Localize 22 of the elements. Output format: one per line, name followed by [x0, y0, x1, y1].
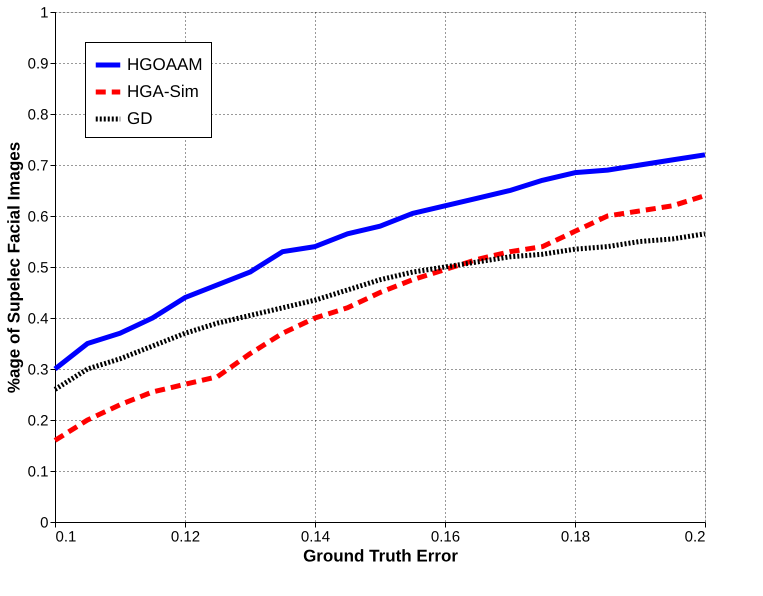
legend-label: GD	[127, 109, 152, 128]
y-tick-label: 0.9	[28, 56, 48, 72]
y-tick-label: 1	[40, 4, 48, 22]
x-tick-label: 0.14	[300, 528, 330, 546]
legend-label: HGA-Sim	[127, 82, 199, 101]
y-tick-label: 0.6	[28, 208, 48, 226]
x-tick-label: 0.16	[430, 528, 460, 546]
y-tick-label: 0.3	[28, 362, 48, 378]
x-tick-label: 0.2	[684, 528, 706, 546]
y-tick-label: 0.1	[28, 464, 48, 480]
x-tick-label: 0.1	[56, 528, 76, 546]
y-tick-label: 0.2	[28, 412, 48, 430]
x-axis-title: Ground Truth Error	[303, 546, 458, 566]
x-tick-label: 0.12	[170, 528, 200, 546]
y-axis-title: %age of Supelec Facial Images	[4, 142, 24, 394]
y-tick-label: 0	[40, 514, 48, 532]
y-tick-label: 0.4	[28, 310, 48, 328]
x-tick-label: 0.18	[560, 528, 590, 546]
legend-label: HGOAAM	[127, 55, 203, 74]
y-tick-label: 0.7	[28, 158, 48, 174]
y-tick-label: 0.8	[28, 106, 48, 124]
y-tick-label: 0.5	[28, 260, 48, 276]
